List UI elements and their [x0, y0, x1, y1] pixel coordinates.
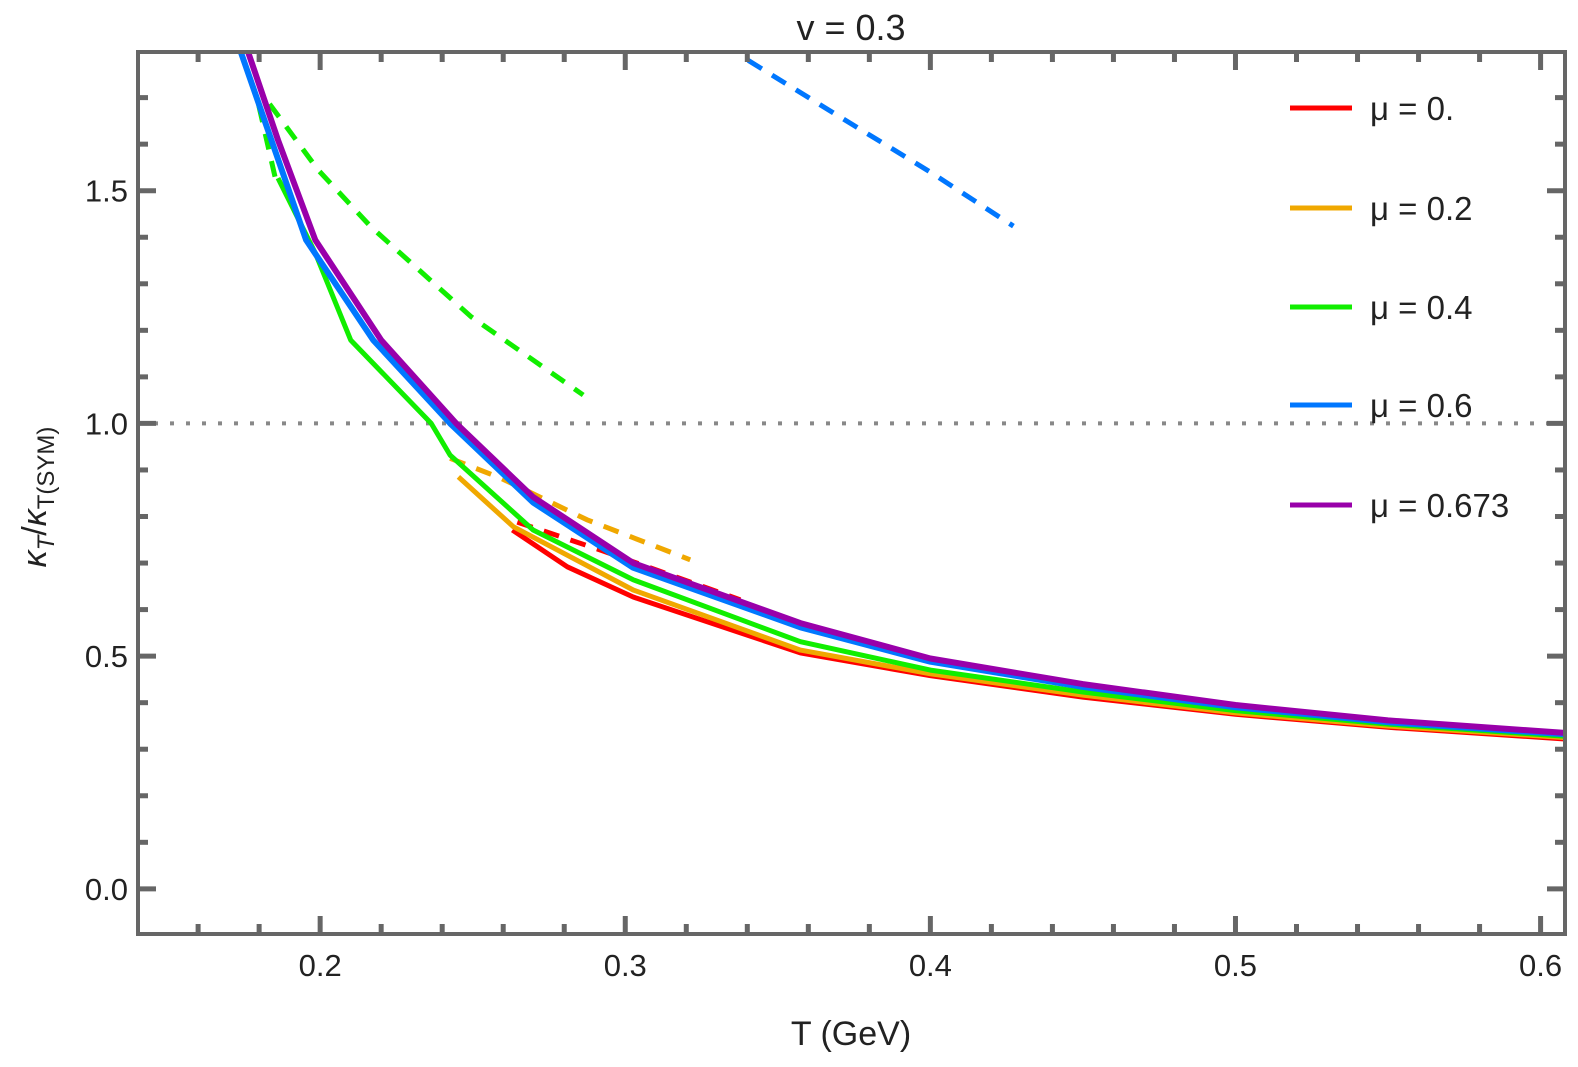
series-dashed-1 — [449, 455, 692, 563]
x-tick-label: 0.3 — [604, 948, 647, 983]
series-line-0 — [511, 527, 1565, 742]
legend-label: μ = 0.2 — [1370, 190, 1473, 227]
legend-item: μ = 0. — [1290, 90, 1454, 127]
y-label-slash: / — [16, 526, 54, 536]
y-label-sub: T(SYM) — [33, 427, 60, 510]
series-dashed-3 — [746, 58, 1015, 229]
series-dashed-2 — [256, 99, 585, 398]
y-tick-label: 0.0 — [85, 872, 128, 907]
plot-frame — [136, 50, 1567, 936]
series-line-2 — [275, 176, 1565, 739]
y-tick-label: 0.5 — [85, 639, 128, 674]
legend-label: μ = 0.673 — [1370, 487, 1509, 524]
legend-label: μ = 0.4 — [1370, 289, 1473, 326]
y-label-kappa: κ — [16, 548, 54, 567]
legend-item: μ = 0.2 — [1290, 190, 1473, 227]
legend-item: μ = 0.6 — [1290, 387, 1473, 424]
y-label-sub: T — [33, 533, 60, 550]
legend-label: μ = 0. — [1370, 90, 1454, 127]
y-tick-label: 1.0 — [85, 406, 128, 441]
x-tick-label: 0.5 — [1214, 948, 1257, 983]
legend-item: μ = 0.673 — [1290, 487, 1509, 524]
legend-item: μ = 0.4 — [1290, 289, 1473, 326]
series-line-4 — [245, 52, 1565, 736]
legend-label: μ = 0.6 — [1370, 387, 1473, 424]
chart-title: v = 0.3 — [796, 7, 905, 48]
y-label-kappa: κ — [16, 507, 54, 526]
x-tick-label: 0.4 — [909, 948, 952, 983]
y-tick-label: 1.5 — [85, 174, 128, 209]
x-axis-label: T (GeV) — [791, 1015, 911, 1053]
tick-labels: 0.2 0.3 0.4 0.5 0.6 0.0 0.5 1.0 1.5 — [85, 174, 1562, 983]
y-axis-label: κT/κT(SYM) — [16, 427, 60, 568]
series-dashed-0 — [516, 519, 742, 603]
x-tick-label: 0.2 — [299, 948, 342, 983]
x-tick-label: 0.6 — [1519, 948, 1562, 983]
axis-ticks — [138, 52, 1565, 934]
legend: μ = 0. μ = 0.2 μ = 0.4 μ = 0.6 μ = 0.673 — [1290, 90, 1509, 524]
plot-area — [138, 52, 1565, 742]
